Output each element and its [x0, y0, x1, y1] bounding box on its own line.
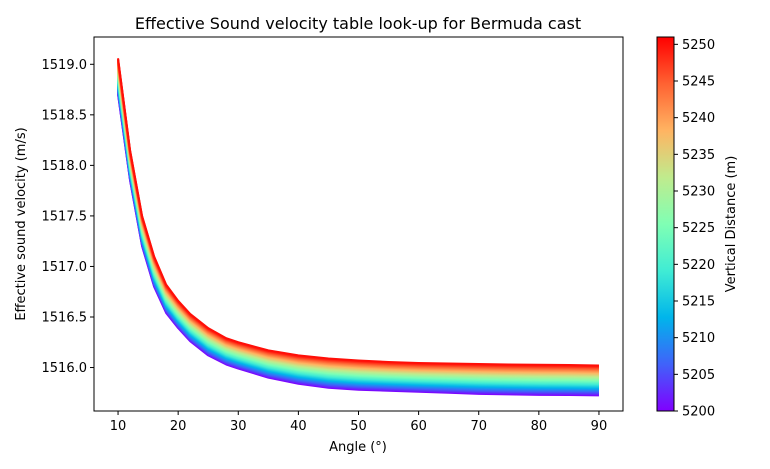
- colorbar-tick-label: 5210: [682, 331, 715, 346]
- y-tick-label: 1517.5: [42, 209, 88, 224]
- x-tick-label: 60: [410, 419, 427, 434]
- series-line: [117, 87, 599, 391]
- colorbar-tick-label: 5240: [682, 111, 715, 126]
- series-line: [117, 93, 599, 396]
- series-line: [117, 85, 599, 390]
- series-line: [117, 58, 599, 367]
- y-axis: 1516.0 1516.5 1517.0 1517.5 1518.0 1518.5 1519…: [42, 58, 94, 376]
- plot-frame: [93, 36, 624, 412]
- colorbar-tick-label: 5205: [682, 368, 715, 383]
- series-line: [117, 91, 599, 394]
- x-axis-label: Angle (°): [329, 440, 387, 455]
- series-group: [117, 58, 599, 397]
- y-tick-label: 1516.5: [42, 310, 88, 325]
- y-tick-label: 1518.0: [42, 159, 88, 174]
- x-tick-label: 40: [290, 419, 307, 434]
- y-tick-label: 1516.0: [42, 361, 88, 376]
- x-tick-label: 80: [531, 419, 548, 434]
- colorbar-axis: 5200 5205 5210 5215 5220 5225 5230 5235 5240 5245…: [674, 38, 715, 420]
- colorbar-tick-label: 5235: [682, 148, 715, 163]
- y-tick-label: 1517.0: [42, 260, 88, 275]
- colorbar: [656, 36, 675, 412]
- series-line: [117, 86, 599, 390]
- series-line: [117, 89, 599, 393]
- chart-title: Effective Sound velocity table look-up f…: [135, 14, 581, 33]
- x-tick-label: 90: [591, 419, 608, 434]
- colorbar-tick-label: 5220: [682, 258, 715, 273]
- series-line: [117, 90, 599, 394]
- colorbar-tick-label: 5230: [682, 185, 715, 200]
- series-line: [117, 87, 599, 391]
- colorbar-tick-label: 5245: [682, 75, 715, 90]
- x-tick-label: 10: [110, 419, 127, 434]
- x-tick-label: 20: [170, 419, 187, 434]
- colorbar-tick-label: 5250: [682, 38, 715, 53]
- x-tick-label: 70: [470, 419, 487, 434]
- x-tick-label: 50: [350, 419, 367, 434]
- series-line: [117, 92, 599, 395]
- colorbar-label: Vertical Distance (m): [724, 156, 739, 293]
- y-tick-label: 1519.0: [42, 58, 88, 73]
- series-line: [117, 88, 599, 392]
- x-tick-label: 30: [230, 419, 247, 434]
- colorbar-tick-label: 5225: [682, 221, 715, 236]
- colorbar-tick-label: 5215: [682, 295, 715, 310]
- series-line: [117, 94, 599, 397]
- series-line: [117, 90, 599, 393]
- y-axis-label: Effective sound velocity (m/s): [14, 127, 29, 320]
- y-tick-label: 1518.5: [42, 108, 88, 123]
- series-line: [117, 93, 599, 396]
- colorbar-tick-label: 5200: [682, 405, 715, 420]
- x-axis: 10 20 30 40 50 60 70 80 90: [110, 411, 607, 434]
